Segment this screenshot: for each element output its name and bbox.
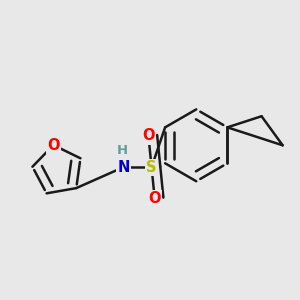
Text: O: O (47, 138, 60, 153)
Text: O: O (148, 191, 161, 206)
Text: S: S (146, 160, 157, 175)
Text: N: N (117, 160, 130, 175)
Text: O: O (142, 128, 155, 143)
Text: H: H (116, 143, 128, 157)
